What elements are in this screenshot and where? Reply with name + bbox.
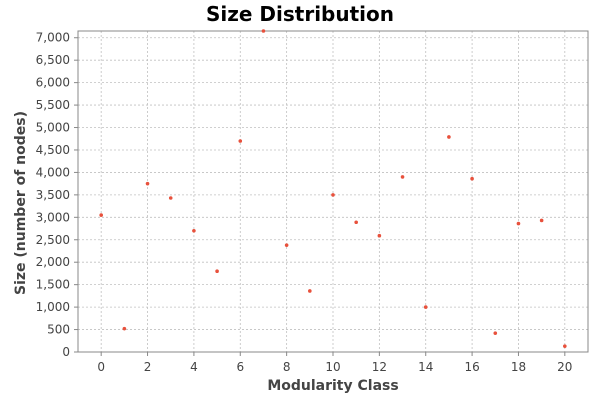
y-tick-label: 4,500 — [36, 143, 70, 157]
y-tick-label: 3,500 — [36, 188, 70, 202]
data-point — [331, 193, 335, 197]
data-point — [539, 218, 544, 223]
data-points — [99, 29, 567, 348]
gridlines — [78, 31, 588, 353]
y-tick-label: 2,000 — [36, 255, 70, 269]
data-point — [261, 29, 266, 33]
x-tick-label: 12 — [372, 360, 387, 374]
x-tick-label: 14 — [418, 360, 433, 374]
x-tick-label: 10 — [325, 360, 340, 374]
data-point — [308, 289, 312, 293]
data-point — [470, 176, 474, 181]
x-axis-label: Modularity Class — [267, 378, 398, 394]
data-point — [377, 233, 382, 238]
data-point — [284, 243, 289, 247]
y-tick-label: 3,000 — [36, 210, 70, 224]
x-tick-label: 6 — [236, 360, 244, 374]
y-tick-label: 1,000 — [36, 300, 70, 314]
x-tick-label: 4 — [190, 360, 198, 374]
chart-title: Size Distribution — [206, 2, 394, 26]
data-point — [423, 305, 428, 309]
y-tick-label: 2,500 — [36, 233, 70, 247]
y-tick-label: 5,500 — [36, 98, 70, 112]
y-tick-label: 7,000 — [36, 31, 70, 45]
data-point — [400, 175, 405, 179]
data-point — [215, 269, 219, 273]
y-tick-label: 6,500 — [36, 53, 70, 67]
y-tick-label: 6,000 — [36, 76, 70, 90]
x-tick-label: 8 — [283, 360, 291, 374]
data-point — [493, 331, 498, 335]
x-tick-label: 0 — [97, 360, 105, 374]
x-tick-label: 18 — [511, 360, 526, 374]
x-tick-label: 16 — [464, 360, 479, 374]
y-tick-label: 0 — [62, 345, 70, 359]
plot-border — [77, 30, 589, 353]
data-point — [168, 196, 173, 200]
tick-labels: 0 2 4 6 8 10 12 14 16 18 20 0 500 1,000 1,500 2,000 2,50… — [36, 31, 573, 374]
data-point — [447, 135, 451, 139]
y-tick-label: 500 — [47, 323, 70, 337]
data-point — [99, 213, 103, 217]
y-tick-label: 4,000 — [36, 165, 70, 179]
data-point — [563, 344, 567, 348]
data-point — [354, 220, 358, 225]
data-point — [145, 181, 150, 186]
x-tick-label: 20 — [557, 360, 572, 374]
y-tick-label: 1,500 — [36, 278, 70, 292]
y-axis-label: Size (number of nodes) — [13, 111, 29, 295]
data-point — [238, 139, 243, 143]
data-point — [516, 221, 521, 226]
data-point — [122, 326, 127, 331]
data-point — [192, 228, 196, 233]
y-tick-label: 5,000 — [36, 121, 70, 135]
x-tick-label: 2 — [144, 360, 152, 374]
axes — [74, 30, 589, 356]
